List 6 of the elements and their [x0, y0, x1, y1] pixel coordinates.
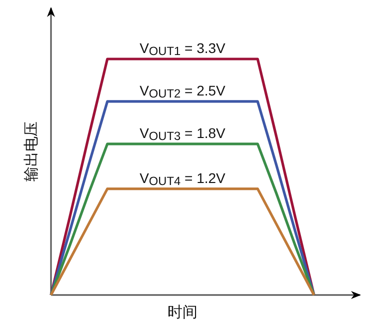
series-label: V$_{OUT4}$ = 1.2V: [140, 170, 226, 188]
series-label: V$_{OUT3}$ = 1.8V: [140, 124, 226, 143]
series-label: V$_{OUT1}$ = 3.3V: [140, 40, 226, 58]
series-label: V$_{OUT2}$ = 2.5V: [140, 82, 226, 100]
y-axis-title: 输出电压: [22, 122, 40, 182]
x-axis-title: 时间: [168, 303, 198, 321]
